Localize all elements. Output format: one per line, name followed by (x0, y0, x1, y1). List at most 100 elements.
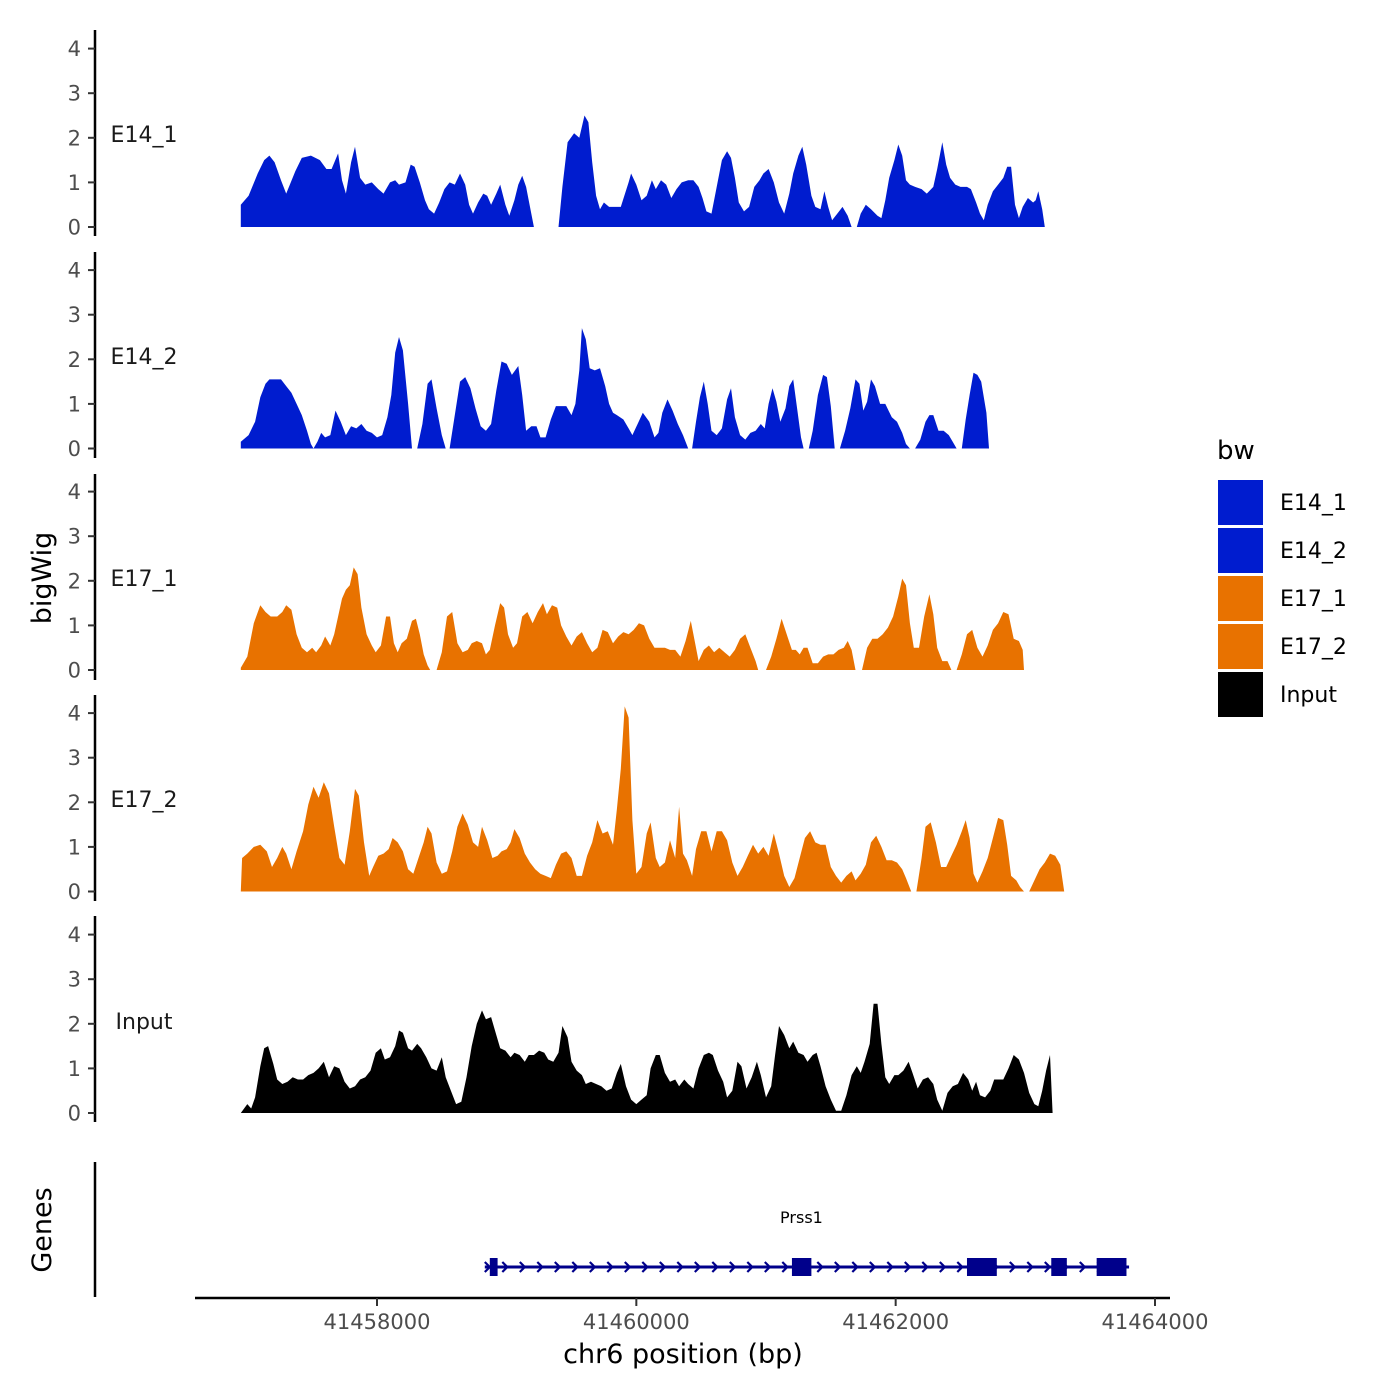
track-e14-1: 0 1 2 3 4 E14_1 (68, 30, 1045, 240)
signal-area-e14-1 (240, 115, 1045, 227)
track-e17-1: 0 1 2 3 4 E17_1 (68, 474, 1025, 683)
strand-arrow (501, 1261, 509, 1273)
x-axis-title: chr6 position (bp) (563, 1339, 803, 1370)
y-tick-label: 3 (68, 82, 81, 106)
y-tick-label: 1 (68, 1057, 81, 1081)
strand-arrow (624, 1261, 632, 1273)
x-tick-label: 41458000 (324, 1310, 431, 1334)
strand-arrow (834, 1261, 842, 1273)
x-axis: 41458000 41460000 41462000 41464000 chr6 po… (195, 1296, 1209, 1370)
track-label: Input (116, 1010, 173, 1035)
gene-exon (489, 1258, 498, 1276)
x-tick-label: 41462000 (842, 1310, 949, 1334)
gene-exon (1051, 1258, 1067, 1276)
gene-exons (489, 1258, 1127, 1276)
y-tick-label: 4 (68, 37, 81, 61)
strand-arrow (869, 1261, 877, 1273)
track-e17-2: 0 1 2 3 4 E17_2 (68, 695, 1065, 904)
signal-area-e17-1 (240, 567, 1025, 670)
strand-arrow (851, 1261, 859, 1273)
x-tick-label: 41464000 (1102, 1310, 1209, 1334)
strand-arrow (781, 1261, 789, 1273)
strand-arrow (1079, 1261, 1087, 1273)
gene-exon (791, 1258, 812, 1276)
strand-arrow (606, 1261, 614, 1273)
legend: bw E14_1 E14_2 E17_1 E17_2 Input (1217, 436, 1347, 717)
strand-arrow (1026, 1261, 1034, 1273)
gene-layer: Prss1 (93, 1162, 1130, 1297)
track-label: E14_2 (111, 345, 178, 370)
strand-arrow (816, 1261, 824, 1273)
strand-arrow (886, 1261, 894, 1273)
genes-axis-title: Genes (27, 1187, 58, 1272)
signal-area-e17-2 (240, 706, 1065, 892)
gene-name-label: Prss1 (780, 1208, 823, 1227)
strand-arrow (519, 1261, 527, 1273)
y-tick-label: 2 (68, 126, 81, 150)
strand-arrow (746, 1261, 754, 1273)
track-input: 0 1 2 3 4 Input (68, 916, 1053, 1126)
strand-arrow (1009, 1261, 1017, 1273)
x-tick-label: 41460000 (583, 1310, 690, 1334)
y-tick-label: 1 (68, 171, 81, 195)
legend-swatch-e17-2 (1218, 624, 1263, 669)
strand-arrow (956, 1261, 964, 1273)
strand-arrow (921, 1261, 929, 1273)
strand-arrow (676, 1261, 684, 1273)
strand-arrow (711, 1261, 719, 1273)
strand-arrow (589, 1261, 597, 1273)
signal-area-input (240, 1003, 1053, 1113)
y-tick-label: 1 (68, 835, 81, 859)
y-tick-label: 4 (68, 259, 81, 283)
y-tick-label: 4 (68, 702, 81, 726)
strand-arrow (641, 1261, 649, 1273)
track-label: E17_1 (111, 567, 178, 592)
y-tick-label: 4 (68, 480, 81, 504)
y-tick-label: 1 (68, 614, 81, 638)
y-tick-label: 3 (68, 525, 81, 549)
strand-arrow (694, 1261, 702, 1273)
y-tick-label: 2 (68, 1012, 81, 1036)
legend-swatch-e14-1 (1218, 480, 1263, 525)
y-tick-label: 3 (68, 303, 81, 327)
y-tick-label: 3 (68, 968, 81, 992)
strand-arrow (764, 1261, 772, 1273)
track-label: E17_2 (111, 788, 178, 813)
y-tick-label: 4 (68, 923, 81, 947)
signal-area-e14-2 (240, 328, 996, 449)
strand-arrow (904, 1261, 912, 1273)
tracks-layer: 0 1 2 3 4 E14_1 0 1 2 3 4 E14_2 0 1 2 3 4 E17_1 0 1 2 3 4 E17_2… (68, 30, 1065, 1126)
track-e14-2: 0 1 2 3 4 E14_2 (68, 252, 996, 461)
legend-label-e14-1: E14_1 (1280, 491, 1347, 516)
y-tick-label: 0 (68, 216, 81, 240)
y-tick-label: 0 (68, 1102, 81, 1126)
y-tick-label: 0 (68, 437, 81, 461)
x-axis-ticks: 41458000 41460000 41462000 41464000 (324, 1298, 1209, 1334)
y-tick-label: 2 (68, 569, 81, 593)
legend-swatch-input (1218, 672, 1263, 717)
legend-swatch-e14-2 (1218, 528, 1263, 573)
gene-exon (966, 1258, 997, 1276)
y-tick-label: 0 (68, 659, 81, 683)
legend-label-e17-1: E17_1 (1280, 587, 1347, 612)
y-axis-title: bigWig (27, 532, 58, 625)
track-label: E14_1 (111, 123, 178, 148)
gene-exon (1096, 1258, 1127, 1276)
legend-title: bw (1217, 436, 1255, 466)
y-tick-label: 1 (68, 392, 81, 416)
strand-arrow (659, 1261, 667, 1273)
strand-arrow (571, 1261, 579, 1273)
strand-arrow (729, 1261, 737, 1273)
y-tick-label: 2 (68, 791, 81, 815)
strand-arrow (939, 1261, 947, 1273)
y-tick-label: 0 (68, 880, 81, 904)
y-tick-label: 2 (68, 348, 81, 372)
strand-arrow (1044, 1261, 1052, 1273)
legend-swatch-e17-1 (1218, 576, 1263, 621)
y-tick-label: 3 (68, 746, 81, 770)
legend-label-input: Input (1280, 683, 1337, 708)
legend-label-e14-2: E14_2 (1280, 539, 1347, 564)
strand-arrow (536, 1261, 544, 1273)
strand-arrow (554, 1261, 562, 1273)
